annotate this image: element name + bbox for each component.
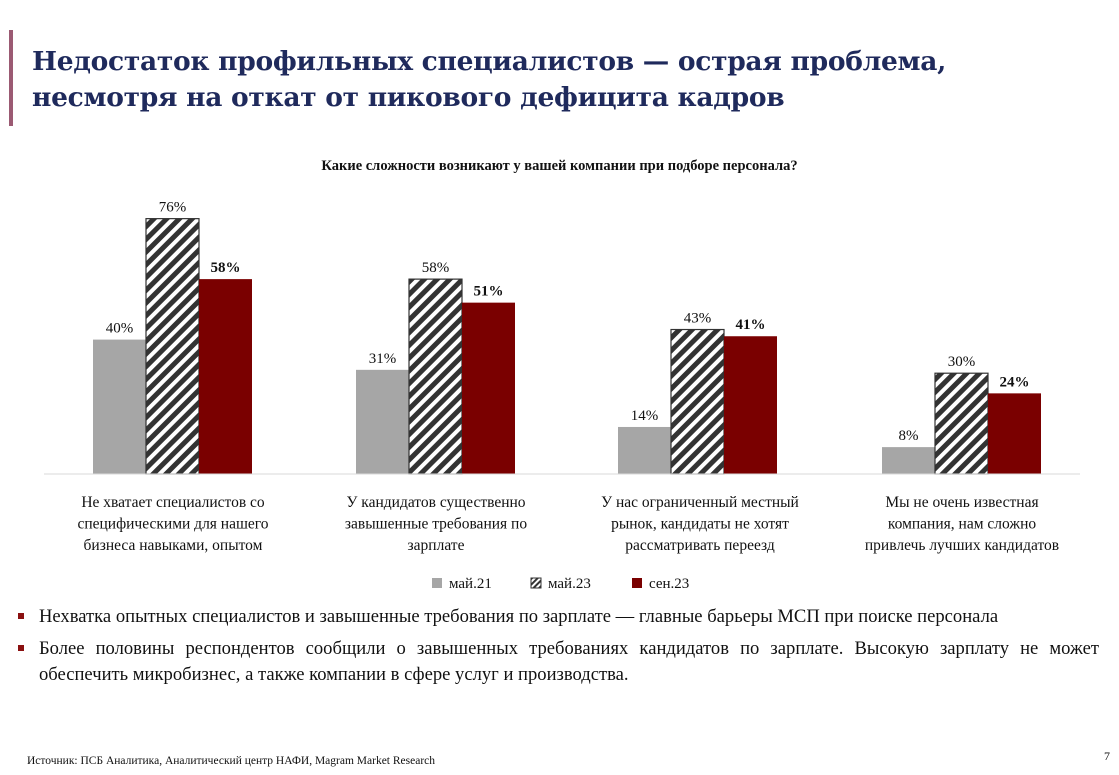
category-label: Не хватает специалистов со (81, 494, 265, 511)
bullet-text: Более половины респондентов сообщили о з… (39, 638, 1099, 685)
source-note: Источник: ПСБ Аналитика, Аналитический ц… (27, 755, 436, 767)
category-label: бизнеса навыками, опытом (84, 537, 263, 554)
data-label: 43% (684, 311, 712, 327)
data-label: 41% (736, 317, 766, 333)
data-label: 30% (948, 354, 976, 370)
bar-май.21-2 (356, 369, 409, 474)
bar-сен.23-1 (199, 279, 252, 474)
bullet-square-icon (18, 613, 24, 619)
category-label: Мы не очень известная (885, 494, 1038, 511)
bullet-list: Нехватка опытных специалистов и завышенн… (18, 604, 1099, 694)
category-label: У кандидатов существенно (346, 494, 525, 511)
legend-swatch (432, 578, 442, 588)
legend-swatch (632, 578, 642, 588)
bar-сен.23-3 (724, 336, 777, 474)
data-label: 8% (899, 428, 919, 444)
legend-label: май.23 (548, 576, 591, 592)
category-label: зарплате (408, 537, 465, 554)
bullet-square-icon (18, 645, 24, 651)
bar-сен.23-2 (462, 302, 515, 474)
category-label: рынок, кандидаты не хотят (611, 516, 789, 533)
data-label: 76% (159, 200, 187, 216)
category-label: У нас ограниченный местный (601, 494, 799, 511)
legend: май.21 май.23 сен.23 (432, 576, 689, 592)
bar-сен.23-4 (988, 393, 1041, 474)
data-label: 58% (211, 260, 241, 276)
category-label: привлечь лучших кандидатов (865, 537, 1059, 554)
bar-май.21-3 (618, 426, 671, 474)
bar-май.23-1 (145, 218, 200, 475)
page-title: Недостаток профильных специалистов — ост… (32, 46, 947, 113)
category-label: компания, нам сложно (888, 516, 1036, 533)
value-labels-group: 40% 31% 14% 8% 76% 58% 43% 30% 58% 51% 41% 24% (106, 200, 1030, 444)
bullet-text: Нехватка опытных специалистов и завышенн… (39, 606, 999, 627)
category-labels-group: Не хватает специалистов со специфическими… (77, 494, 1059, 554)
data-label: 40% (106, 321, 134, 337)
legend-swatch (530, 577, 542, 589)
bar-май.23-3 (670, 328, 725, 475)
data-label: 58% (422, 260, 450, 276)
category-label: завышенные требования по (345, 516, 527, 533)
page-number: 7 (1104, 749, 1110, 763)
bar-май.21-1 (93, 339, 146, 474)
data-label: 24% (1000, 374, 1030, 390)
data-label: 31% (369, 351, 397, 367)
bullet-item: Более половины респондентов сообщили о з… (18, 636, 1099, 688)
title-accent-bar (9, 30, 13, 126)
category-label: специфическими для нашего (77, 516, 268, 533)
bar-май.23-4 (934, 372, 989, 475)
chart-title: Какие сложности возникают у вашей компан… (321, 158, 798, 174)
legend-label: май.21 (449, 576, 492, 592)
bar-chart: 40% 31% 14% 8% 76% 58% 43% 30% 58% 51% 41% 24% Не х… (44, 200, 1080, 592)
category-label: рассматривать переезд (625, 537, 775, 554)
legend-label: сен.23 (649, 576, 689, 592)
data-label: 51% (474, 284, 504, 300)
data-label: 14% (631, 408, 659, 424)
bar-май.21-4 (882, 447, 935, 474)
bars-group (93, 218, 1041, 475)
bar-май.23-2 (408, 278, 463, 475)
bullet-item: Нехватка опытных специалистов и завышенн… (18, 604, 1099, 630)
